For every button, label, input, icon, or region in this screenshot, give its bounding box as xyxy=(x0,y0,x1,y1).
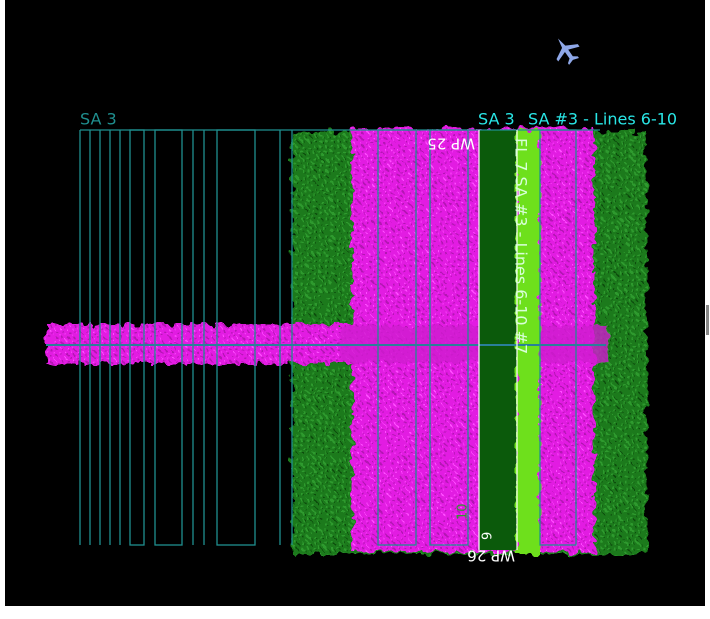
line-label: SA 3 xyxy=(80,110,117,129)
waypoint-label: WP 25 xyxy=(427,135,475,153)
flight-line-border xyxy=(478,130,518,550)
aircraft-icon xyxy=(556,38,580,65)
flight-strip xyxy=(479,130,517,550)
scroll-handle[interactable] xyxy=(706,305,709,335)
line-number: 10 xyxy=(456,503,471,520)
flight-line-label: FL 7 SA #3 - Lines 6-10 #7 xyxy=(512,138,531,354)
line-number: 9 xyxy=(481,532,496,540)
waypoint-label: WP 26 xyxy=(467,547,515,565)
line-grid xyxy=(79,129,600,546)
area-label: SA 3 xyxy=(478,110,515,129)
active-line xyxy=(516,130,540,555)
area-title: SA #3 - Lines 6-10 xyxy=(528,110,677,129)
